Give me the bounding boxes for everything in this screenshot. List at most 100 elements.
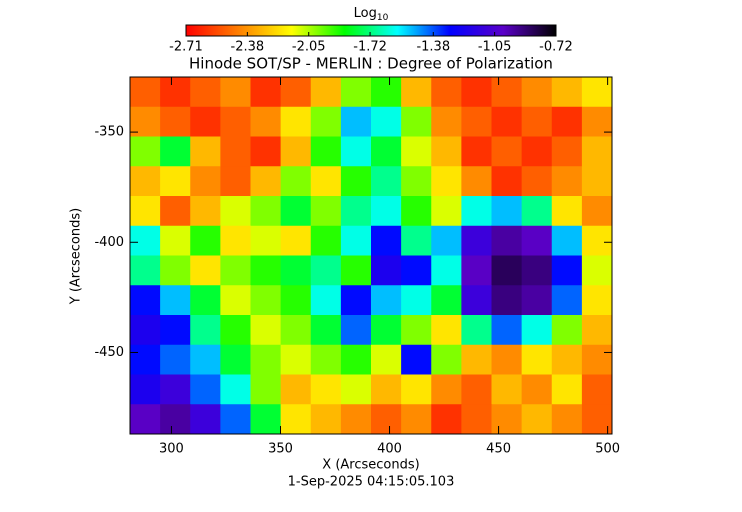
y-tick-label: -450: [94, 345, 124, 360]
pixel-cell: [461, 404, 492, 435]
pixel-cell: [371, 136, 402, 167]
pixel-cell: [521, 255, 553, 286]
pixel-cell: [280, 404, 312, 435]
pixel-cell: [431, 285, 462, 316]
pixel-cell: [401, 285, 432, 316]
pixel-cell: [521, 166, 553, 197]
pixel-cell: [280, 196, 312, 227]
pixel-cell: [401, 77, 432, 108]
pixel-cell: [250, 77, 282, 108]
pixel-cell: [340, 285, 372, 316]
pixel-cell: [431, 136, 462, 167]
pixel-cell: [461, 285, 492, 316]
pixel-cell: [371, 404, 402, 435]
pixel-cell: [310, 136, 342, 167]
x-tick-label: 350: [268, 442, 293, 457]
pixel-cell: [130, 255, 161, 286]
pixel-cell: [190, 344, 221, 375]
pixel-cell: [401, 136, 432, 167]
pixel-cell: [581, 285, 613, 316]
pixel-cell: [581, 344, 613, 375]
pixel-cell: [371, 315, 402, 346]
pixel-cell: [401, 196, 432, 227]
pixel-cell: [431, 225, 462, 256]
pixel-cell: [190, 166, 221, 197]
pixel-cell: [310, 106, 342, 137]
pixel-cell: [431, 106, 462, 137]
pixel-cell: [581, 225, 613, 256]
pixel-cell: [190, 255, 221, 286]
pixel-cell: [130, 225, 161, 256]
pixel-cell: [220, 166, 251, 197]
pixel-cell: [340, 315, 372, 346]
pixel-cell: [220, 106, 251, 137]
pixel-cell: [310, 404, 342, 435]
pixel-cell: [521, 136, 553, 167]
pixel-cell: [160, 404, 191, 435]
pixel-cell: [160, 225, 191, 256]
pixel-cell: [250, 166, 282, 197]
pixel-cell: [310, 255, 342, 286]
pixel-cell: [581, 374, 613, 405]
pixel-cell: [551, 106, 583, 137]
pixel-cell: [521, 315, 553, 346]
pixel-cell: [461, 166, 492, 197]
pixel-cell: [160, 106, 191, 137]
pixel-cell: [160, 166, 191, 197]
pixel-cell: [491, 136, 523, 167]
x-axis-label: X (Arcseconds): [322, 458, 419, 473]
colorbar-tick-label: -1.05: [478, 40, 512, 55]
x-tick-label: 450: [486, 442, 511, 457]
pixel-cell: [551, 255, 583, 286]
pixel-cell: [130, 285, 161, 316]
pixel-cell: [521, 225, 553, 256]
pixel-cell: [551, 285, 583, 316]
pixel-cell: [521, 77, 553, 108]
pixel-cell: [250, 255, 282, 286]
pixel-cell: [551, 315, 583, 346]
pixel-cell: [551, 166, 583, 197]
pixel-cell: [521, 344, 553, 375]
pixel-cell: [280, 136, 312, 167]
colorbar-tick-label: -2.05: [292, 40, 326, 55]
pixel-cell: [491, 285, 523, 316]
y-tick-label: -400: [94, 235, 124, 250]
pixel-cell: [551, 136, 583, 167]
footer: 1-Sep-2025 04:15:05.103: [288, 475, 455, 490]
pixel-cell: [340, 374, 372, 405]
pixel-cell: [190, 196, 221, 227]
pixel-cell: [551, 225, 583, 256]
pixel-cell: [160, 344, 191, 375]
pixel-cell: [371, 285, 402, 316]
pixel-cell: [431, 404, 462, 435]
pixel-cell: [160, 315, 191, 346]
pixel-cell: [280, 344, 312, 375]
pixel-cell: [401, 225, 432, 256]
pixel-cell: [340, 77, 372, 108]
pixel-cell: [190, 315, 221, 346]
pixel-cell: [491, 315, 523, 346]
pixel-cell: [130, 344, 161, 375]
x-tick-label: 400: [377, 442, 402, 457]
pixel-cell: [310, 374, 342, 405]
pixel-cell: [461, 77, 492, 108]
pixel-cell: [340, 106, 372, 137]
pixel-cell: [431, 255, 462, 286]
x-tick-label: 500: [595, 442, 620, 457]
pixel-cell: [340, 404, 372, 435]
pixel-cell: [220, 285, 251, 316]
pixel-cell: [431, 315, 462, 346]
pixel-cell: [401, 315, 432, 346]
pixel-cell: [130, 374, 161, 405]
pixel-cell: [371, 196, 402, 227]
pixel-cell: [130, 77, 161, 108]
y-tick-label: -350: [94, 125, 124, 140]
pixel-cell: [250, 315, 282, 346]
colorbar-tick-label: -2.38: [231, 40, 265, 55]
pixel-cell: [160, 285, 191, 316]
pixel-cell: [250, 106, 282, 137]
pixel-cell: [280, 166, 312, 197]
pixel-cell: [461, 315, 492, 346]
pixel-cell: [491, 106, 523, 137]
pixel-cell: [250, 374, 282, 405]
